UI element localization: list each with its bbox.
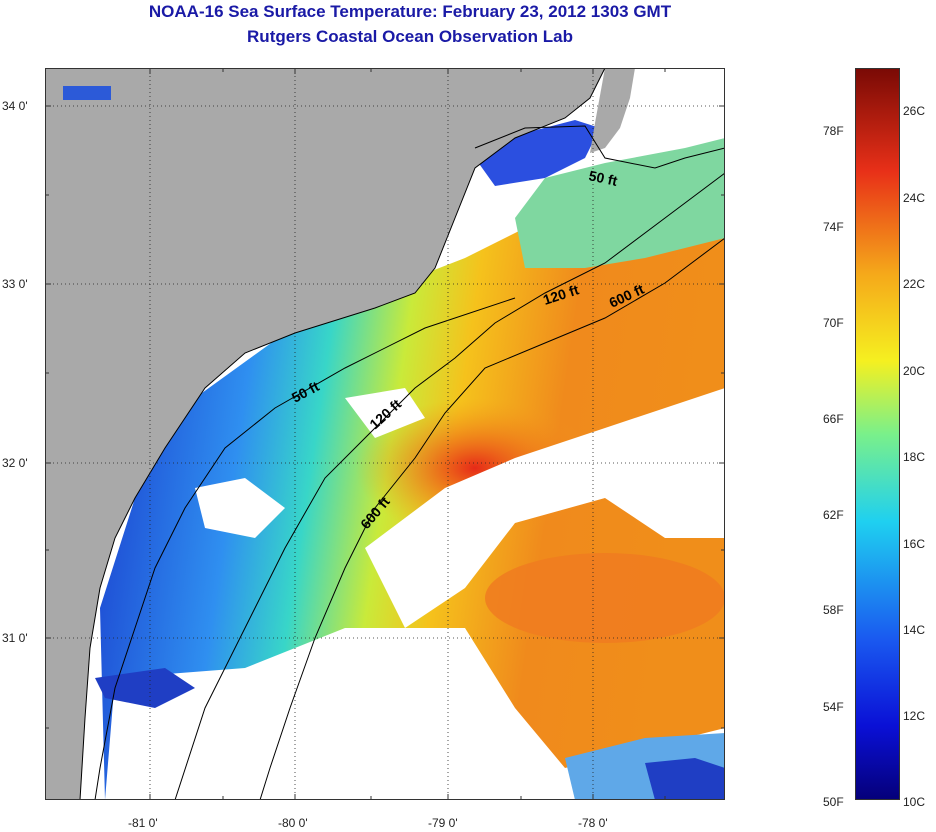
map-subtitle: Rutgers Coastal Ocean Observation Lab bbox=[247, 27, 573, 46]
land-north bbox=[590, 68, 635, 153]
colorbar-c-18: 18C bbox=[903, 450, 926, 464]
tick-marks bbox=[45, 68, 725, 800]
cloud-mask-4 bbox=[345, 388, 425, 438]
contour-120ft bbox=[174, 172, 725, 800]
graticule bbox=[45, 68, 725, 800]
map-frame bbox=[45, 68, 725, 800]
lon-label-79: -79 0' bbox=[428, 816, 458, 830]
lon-label-80: -80 0' bbox=[278, 816, 308, 830]
lon-label-78: -78 0' bbox=[578, 816, 608, 830]
cloud-mask-1 bbox=[365, 388, 725, 628]
colorbar-f-70: 70F bbox=[823, 316, 844, 330]
warm-core-2 bbox=[485, 553, 725, 643]
colorbar-c-22: 22C bbox=[903, 277, 926, 291]
cloud-mask-3 bbox=[195, 478, 285, 538]
lat-label-33: 33 0' bbox=[2, 277, 28, 291]
map-title: NOAA-16 Sea Surface Temperature: Februar… bbox=[148, 2, 672, 21]
colorbar-c-14: 14C bbox=[903, 623, 926, 637]
sst-patch-sw bbox=[95, 668, 195, 708]
lat-label-32: 32 0' bbox=[2, 456, 28, 470]
contour-label-50ft-north: 50 ft bbox=[587, 167, 619, 189]
colorbar-c-26: 26C bbox=[903, 104, 926, 118]
colorbar-c-12: 12C bbox=[903, 709, 926, 723]
lake bbox=[63, 86, 111, 100]
lat-label-31: 31 0' bbox=[2, 631, 28, 645]
colorbar-f-74: 74F bbox=[823, 220, 844, 234]
colorbar-f-62: 62F bbox=[823, 508, 844, 522]
land-mass bbox=[45, 68, 605, 800]
sst-patch-se-dark bbox=[645, 758, 725, 800]
cloud-mask-2 bbox=[105, 628, 725, 800]
sst-north-teal bbox=[515, 138, 725, 268]
colorbar-f-66: 66F bbox=[823, 412, 844, 426]
colorbar-c-16: 16C bbox=[903, 537, 926, 551]
lon-label-81: -81 0' bbox=[128, 816, 158, 830]
colorbar-f-54: 54F bbox=[823, 700, 844, 714]
contour-50ft bbox=[94, 125, 725, 800]
colorbar-c-20: 20C bbox=[903, 364, 926, 378]
colorbar-f-50: 50F bbox=[823, 795, 844, 809]
sst-north-band bbox=[475, 120, 600, 186]
lat-label-34: 34 0' bbox=[2, 99, 28, 113]
sst-map: 50 ft 50 ft 120 ft 120 ft 600 ft 600 ft bbox=[45, 68, 725, 800]
contour-600ft bbox=[259, 237, 725, 800]
colorbar-f-78: 78F bbox=[823, 124, 844, 138]
cloud-mask-6 bbox=[605, 68, 725, 158]
colorbar-f-58: 58F bbox=[823, 603, 844, 617]
colorbar-c-10: 10C bbox=[903, 795, 926, 809]
temperature-colorbar bbox=[855, 68, 900, 800]
colorbar-c-24: 24C bbox=[903, 191, 926, 205]
